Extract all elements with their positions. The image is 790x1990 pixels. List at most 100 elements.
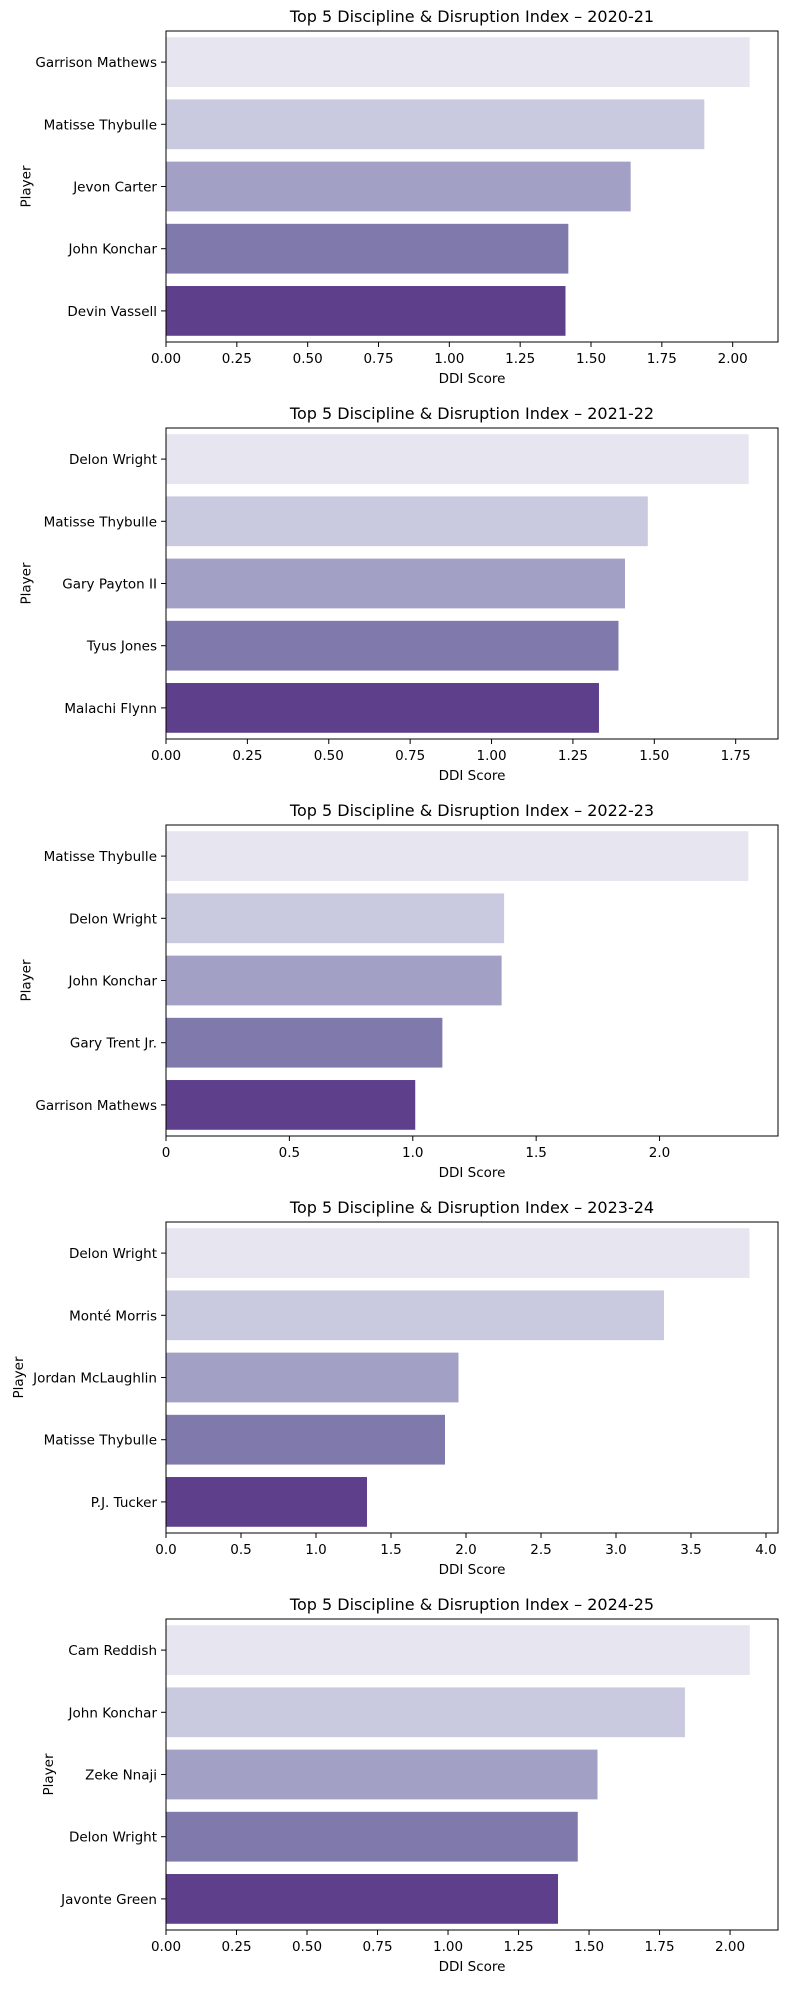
bar [166, 831, 749, 881]
x-tick-label: 1.75 [647, 351, 677, 367]
y-tick-label: John Konchar [68, 242, 158, 258]
chart-title: Top 5 Discipline & Disruption Index – 20… [289, 1198, 654, 1217]
bar [166, 1874, 559, 1924]
y-axis-label: Player [18, 165, 34, 207]
x-tick-label: 0.50 [293, 351, 323, 367]
axes-frame [165, 427, 779, 740]
x-tick-label: 0.25 [232, 748, 262, 764]
x-tick-label: 1.75 [721, 748, 751, 764]
x-tick-label: 2.5 [530, 1542, 551, 1558]
x-tick-label: 0.00 [151, 748, 181, 764]
bar [166, 1811, 578, 1862]
y-tick-label: Delon Wright [69, 1830, 157, 1846]
y-tick-label: Jevon Carter [72, 180, 157, 196]
y-axis-label: Player [18, 562, 34, 604]
y-tick-label: Jordan McLaughlin [32, 1371, 157, 1387]
bar [166, 1080, 416, 1130]
x-tick-label: 1.50 [574, 1939, 604, 1955]
bar [166, 558, 625, 609]
x-tick-label: 0.75 [395, 748, 425, 764]
y-tick-label: Delon Wright [69, 1246, 157, 1262]
x-axis-label: DDI Score [439, 1562, 506, 1578]
bar [166, 161, 631, 212]
bar [166, 683, 599, 733]
x-tick-label: 0.25 [221, 1939, 251, 1955]
bar [166, 99, 705, 150]
x-tick-label: 0 [162, 1145, 171, 1161]
y-tick-label: Matisse Thybulle [44, 514, 157, 530]
x-tick-label: 0.50 [292, 1939, 322, 1955]
x-tick-label: 2.0 [649, 1145, 670, 1161]
x-tick-label: 1.0 [402, 1145, 423, 1161]
x-tick-label: 0.25 [222, 351, 252, 367]
y-tick-label: Matisse Thybulle [44, 849, 157, 865]
x-tick-label: 0.0 [155, 1542, 176, 1558]
bar [166, 1749, 598, 1800]
x-axis-label: DDI Score [439, 768, 506, 784]
y-axis-label: Player [41, 1753, 57, 1795]
x-tick-label: 1.5 [380, 1542, 401, 1558]
bar [166, 286, 566, 336]
x-tick-label: 1.50 [576, 351, 606, 367]
x-tick-label: 0.75 [362, 1939, 392, 1955]
x-axis-label: DDI Score [439, 1165, 506, 1181]
x-tick-label: 1.00 [433, 1939, 463, 1955]
bar [166, 1352, 459, 1403]
chart-title: Top 5 Discipline & Disruption Index – 20… [289, 404, 654, 423]
bar [166, 1687, 685, 1738]
y-tick-label: Matisse Thybulle [44, 117, 157, 133]
y-axis-label: Player [11, 1356, 27, 1398]
bar [166, 955, 502, 1006]
x-axis-label: DDI Score [439, 371, 506, 387]
chart-title: Top 5 Discipline & Disruption Index – 20… [289, 801, 654, 820]
x-tick-label: 4.0 [755, 1542, 776, 1558]
axes-frame [165, 1618, 779, 1931]
y-tick-label: Gary Payton II [62, 577, 157, 593]
x-tick-label: 1.5 [525, 1145, 546, 1161]
bar [166, 1477, 367, 1527]
x-tick-label: 2.0 [455, 1542, 476, 1558]
x-tick-label: 3.0 [605, 1542, 626, 1558]
x-tick-label: 2.00 [718, 351, 748, 367]
x-tick-label: 1.00 [434, 351, 464, 367]
y-tick-label: Devin Vassell [67, 304, 157, 320]
x-tick-label: 0.00 [151, 1939, 181, 1955]
y-tick-label: Matisse Thybulle [44, 1433, 157, 1449]
x-tick-label: 0.75 [363, 351, 393, 367]
chart-title: Top 5 Discipline & Disruption Index – 20… [289, 1595, 654, 1614]
y-tick-label: Tyus Jones [86, 639, 157, 655]
y-tick-label: Gary Trent Jr. [70, 1036, 157, 1052]
x-tick-label: 1.25 [505, 351, 535, 367]
x-tick-label: 1.00 [477, 748, 507, 764]
x-tick-label: 1.75 [645, 1939, 675, 1955]
x-tick-label: 3.5 [680, 1542, 701, 1558]
axes-frame [165, 1221, 779, 1534]
x-tick-label: 0.00 [151, 351, 181, 367]
y-tick-label: John Konchar [68, 974, 158, 990]
bar [166, 620, 619, 671]
x-tick-label: 1.25 [504, 1939, 534, 1955]
y-tick-label: Monté Morris [69, 1308, 157, 1324]
y-tick-label: Garrison Mathews [35, 55, 157, 71]
x-tick-label: 0.50 [314, 748, 344, 764]
bar [166, 434, 749, 484]
bar [166, 1017, 443, 1068]
bar [166, 893, 505, 944]
x-tick-label: 2.00 [715, 1939, 745, 1955]
bar [166, 496, 648, 547]
x-tick-label: 1.25 [558, 748, 588, 764]
y-axis-label: Player [18, 959, 34, 1001]
y-tick-label: P.J. Tucker [91, 1495, 158, 1511]
x-axis-label: DDI Score [439, 1959, 506, 1975]
y-tick-label: Malachi Flynn [64, 701, 157, 717]
x-tick-label: 1.0 [305, 1542, 326, 1558]
y-tick-label: Delon Wright [69, 452, 157, 468]
bar [166, 1228, 750, 1278]
axes-frame [165, 824, 779, 1137]
axes-frame [165, 30, 779, 343]
y-tick-label: Garrison Mathews [35, 1098, 157, 1114]
y-tick-label: Javonte Green [60, 1892, 157, 1908]
x-tick-label: 1.50 [639, 748, 669, 764]
bar [166, 1414, 445, 1465]
